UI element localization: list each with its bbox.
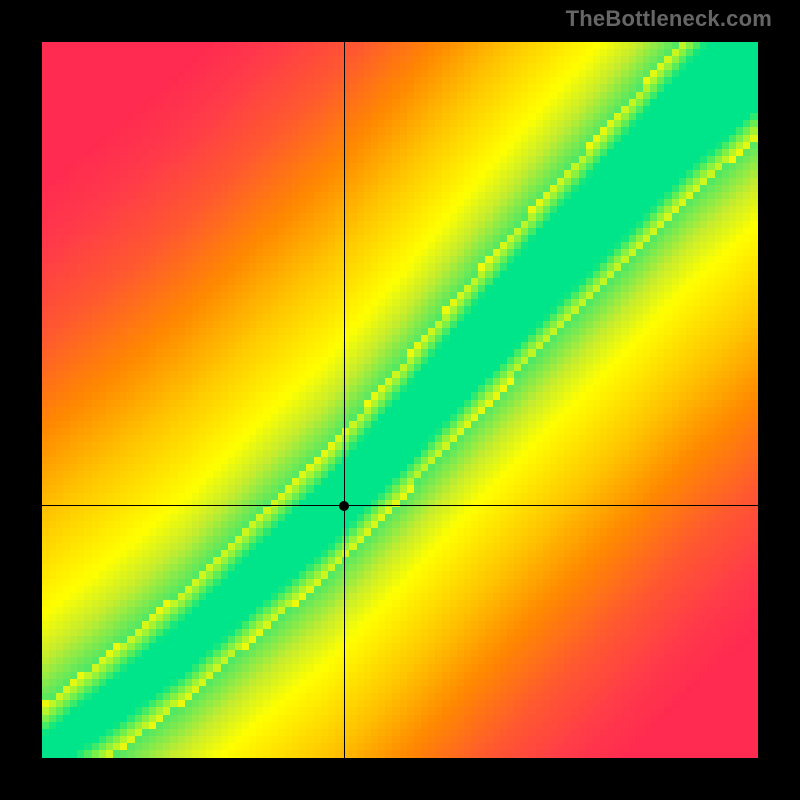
crosshair-vertical <box>344 42 345 758</box>
watermark-text: TheBottleneck.com <box>566 6 772 32</box>
heatmap-canvas <box>42 42 758 758</box>
crosshair-horizontal <box>42 505 758 506</box>
chart-container: TheBottleneck.com <box>0 0 800 800</box>
crosshair-marker <box>339 501 349 511</box>
heatmap-plot-area <box>42 42 758 758</box>
